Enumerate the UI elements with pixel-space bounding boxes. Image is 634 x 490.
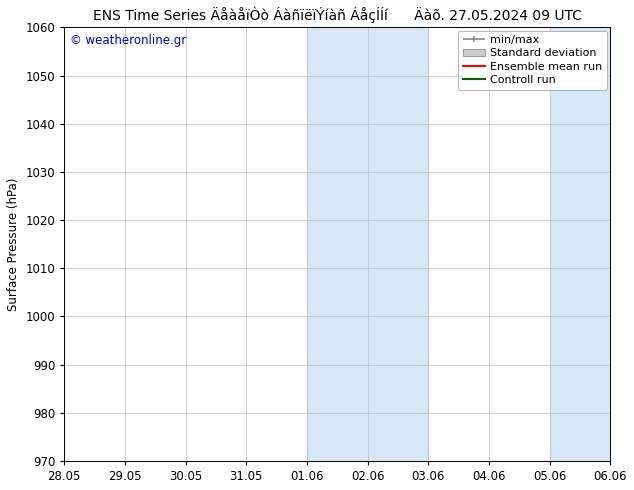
Legend: min/max, Standard deviation, Ensemble mean run, Controll run: min/max, Standard deviation, Ensemble me… <box>458 31 607 90</box>
Title: ENS Time Series ÄåàåïÒò ÁàñïëïÝíàñ ÁåçÍÍí      Äàõ. 27.05.2024 09 UTC: ENS Time Series ÄåàåïÒò ÁàñïëïÝíàñ ÁåçÍÍ… <box>93 7 582 24</box>
Bar <box>307 27 429 461</box>
Y-axis label: Surface Pressure (hPa): Surface Pressure (hPa) <box>7 177 20 311</box>
Text: © weatheronline.gr: © weatheronline.gr <box>70 34 186 47</box>
Bar <box>550 27 611 461</box>
